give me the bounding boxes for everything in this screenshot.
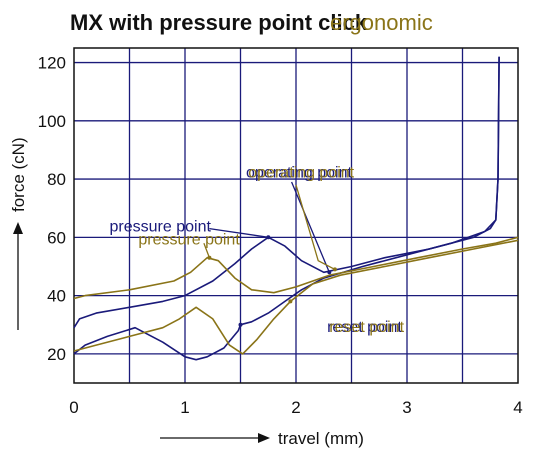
annotation-leader-3 xyxy=(291,181,330,273)
annotation-marker-4 xyxy=(332,267,337,272)
y-axis-arrowhead xyxy=(13,222,23,234)
y-tick-label: 80 xyxy=(47,170,66,189)
series-line-4 xyxy=(73,239,519,355)
annotation-marker-3 xyxy=(327,270,332,275)
y-tick-labels: 20 40 60 80 100 120 xyxy=(38,54,66,364)
series-group xyxy=(73,56,519,361)
annotation-leader-1 xyxy=(209,227,269,238)
x-tick-label: 0 xyxy=(69,398,78,417)
y-axis-title-group: force (cN) xyxy=(9,137,28,330)
chart-title-overlay: ergonomic xyxy=(330,10,433,35)
annotation-marker-2 xyxy=(207,255,212,260)
y-tick-label: 40 xyxy=(47,287,66,306)
series-line-2 xyxy=(73,56,500,361)
plot-frame xyxy=(73,47,519,384)
grid-lines xyxy=(74,48,518,383)
chart-title: MX with pressure point click xyxy=(70,10,368,35)
series-line-3 xyxy=(73,236,519,300)
x-tick-label: 3 xyxy=(402,398,411,417)
annotation-marker-1 xyxy=(266,235,271,240)
x-axis-arrowhead xyxy=(258,433,270,443)
y-tick-label: 20 xyxy=(47,345,66,364)
chart-title-group: MX with pressure point click ergonomic xyxy=(70,10,433,35)
annotation-label-6: reset point xyxy=(329,319,404,336)
y-tick-label: 60 xyxy=(47,228,66,247)
x-tick-label: 2 xyxy=(291,398,300,417)
y-axis-label: force (cN) xyxy=(9,137,28,212)
annotation-marker-6 xyxy=(288,299,293,304)
annotation-label-5: reset point xyxy=(327,319,402,336)
annotation-label-4: operating point xyxy=(248,165,354,182)
annotation-leader-4 xyxy=(295,184,336,270)
series-line-1 xyxy=(73,56,500,329)
annotation-label-1: pressure point xyxy=(110,219,212,236)
x-tick-label: 4 xyxy=(513,398,522,417)
annotation-label-3: operating point xyxy=(246,165,352,182)
x-axis-label: travel (mm) xyxy=(278,429,364,448)
y-tick-label: 100 xyxy=(38,112,66,131)
y-tick-label: 120 xyxy=(38,54,66,73)
x-axis-title-group: travel (mm) xyxy=(160,429,364,448)
x-tick-labels: 0 1 2 3 4 xyxy=(69,398,522,417)
x-tick-label: 1 xyxy=(180,398,189,417)
annotation-label-2: pressure point xyxy=(138,232,240,249)
annotation-marker-5 xyxy=(238,322,243,327)
annotation-leader-2 xyxy=(203,242,211,258)
